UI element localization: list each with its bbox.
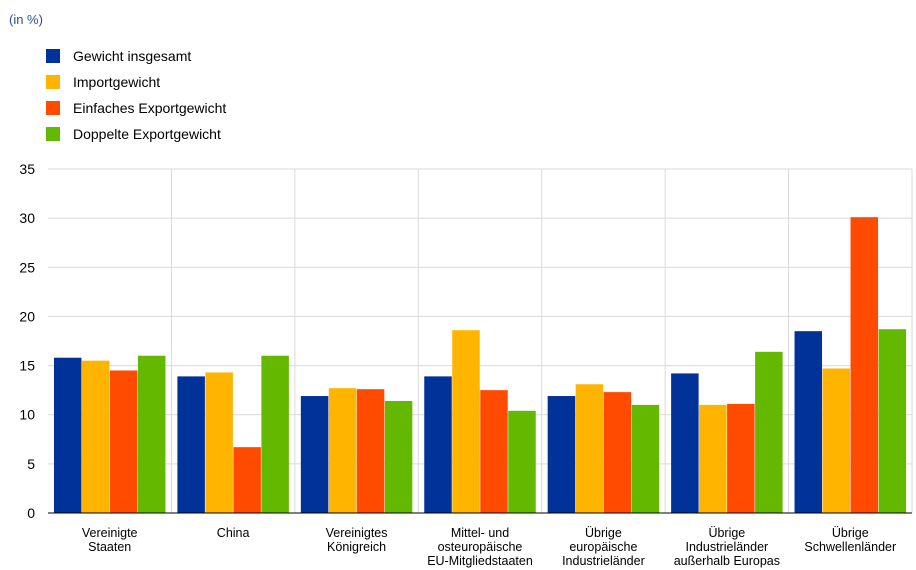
y-tick-label: 25: [19, 259, 35, 275]
bar: [384, 400, 413, 513]
legend-swatch: [46, 49, 60, 63]
bar: [452, 330, 480, 513]
bar: [261, 355, 289, 513]
legend-item: Doppelte Exportgewicht: [46, 121, 226, 147]
bar: [575, 384, 604, 513]
legend-item: Gewicht insgesamt: [46, 43, 226, 69]
x-tick-label: Königreich: [327, 540, 386, 554]
x-tick-label: osteuropäische: [438, 540, 523, 554]
x-tick-label: Schwellenländer: [804, 540, 896, 554]
bar: [328, 388, 357, 513]
bar: [81, 360, 110, 513]
bar: [727, 403, 755, 513]
x-tick-label: Übrige: [708, 526, 745, 540]
bar: [755, 351, 783, 513]
y-tick-label: 5: [27, 456, 35, 472]
legend-label: Importgewicht: [73, 74, 161, 90]
x-tick-label: Industrieländer: [686, 540, 769, 554]
y-tick-label: 10: [19, 407, 35, 423]
x-tick-label: Mittel- und: [451, 526, 509, 540]
legend-swatch: [46, 127, 60, 141]
y-tick-label: 20: [19, 308, 35, 324]
bar: [424, 376, 452, 513]
bar: [822, 368, 851, 513]
bar: [794, 331, 823, 513]
bar: [205, 372, 233, 513]
y-tick-label: 15: [19, 358, 35, 374]
legend-item: Importgewicht: [46, 69, 226, 95]
legend-label: Doppelte Exportgewicht: [73, 126, 221, 142]
legend-swatch: [46, 75, 60, 89]
bar: [109, 370, 138, 513]
legend-label: Gewicht insgesamt: [73, 48, 192, 64]
x-tick-label: Staaten: [88, 540, 131, 554]
y-tick-label: 0: [27, 505, 35, 521]
bar: [631, 404, 660, 513]
chart-legend: Gewicht insgesamt Importgewicht Einfache…: [46, 43, 226, 147]
x-tick-label: europäische: [569, 540, 637, 554]
legend-label: Einfaches Exportgewicht: [73, 100, 227, 116]
x-tick-label: Übrige: [585, 526, 622, 540]
x-tick-label: Vereinigte: [82, 526, 138, 540]
x-tick-label: außerhalb Europas: [674, 554, 780, 568]
x-tick-label: Industrieländer: [562, 554, 645, 568]
bar: [53, 357, 82, 513]
bar: [480, 390, 508, 513]
bar: [603, 392, 632, 513]
x-tick-label: Vereinigtes: [326, 526, 388, 540]
bar: [233, 447, 261, 513]
bar: [356, 389, 385, 513]
bar: [177, 376, 205, 513]
bar: [300, 396, 329, 513]
bar: [850, 217, 879, 513]
bar: [671, 373, 699, 513]
legend-item: Einfaches Exportgewicht: [46, 95, 226, 121]
bar: [547, 396, 576, 513]
legend-swatch: [46, 101, 60, 115]
unit-label: (in %): [9, 12, 43, 27]
bar: [137, 355, 166, 513]
x-tick-label: China: [217, 526, 250, 540]
x-tick-label: Übrige: [832, 526, 869, 540]
bar: [878, 329, 907, 513]
x-tick-label: EU-Mitgliedstaaten: [427, 554, 533, 568]
y-tick-label: 35: [19, 161, 35, 177]
bar: [699, 404, 727, 513]
y-tick-label: 30: [19, 210, 35, 226]
bar: [508, 410, 536, 513]
